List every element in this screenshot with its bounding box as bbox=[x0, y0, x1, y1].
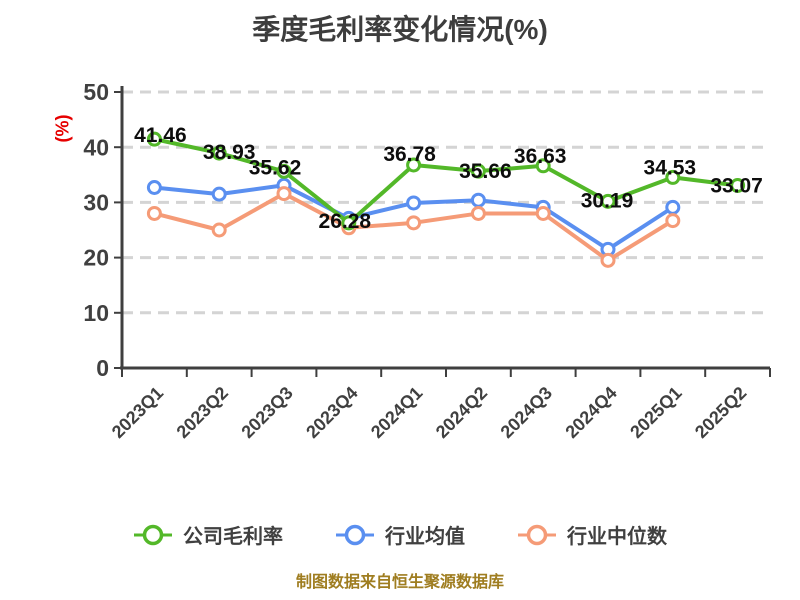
y-axis-tick-label: 30 bbox=[83, 189, 109, 215]
data-source-note: 制图数据来自恒生聚源数据库 bbox=[295, 574, 504, 591]
data-point-2023Q1[interactable] bbox=[146, 131, 162, 147]
legend-item-industry-mean[interactable]: 行业均值 bbox=[335, 520, 465, 549]
y-axis-tick-label: 50 bbox=[83, 79, 109, 105]
data-point-2025Q1[interactable] bbox=[665, 199, 681, 215]
chart-title: 季度毛利率变化情况(%) bbox=[252, 14, 548, 45]
y-axis-unit-label: (%) bbox=[52, 114, 73, 143]
data-point-2023Q2[interactable] bbox=[211, 222, 227, 238]
data-label: 35.66 bbox=[459, 160, 512, 183]
x-axis-tick-label: 2023Q4 bbox=[302, 383, 361, 442]
data-point-2023Q3[interactable] bbox=[276, 163, 292, 179]
data-point-2024Q3[interactable] bbox=[535, 158, 551, 174]
data-point-2024Q1[interactable] bbox=[406, 195, 422, 211]
x-axis-tick-label: 2024Q1 bbox=[367, 383, 426, 442]
legend-marker-orange-icon bbox=[518, 524, 556, 545]
data-point-2024Q4[interactable] bbox=[600, 193, 616, 209]
data-point-2024Q2[interactable] bbox=[470, 205, 486, 221]
data-label: 41.46 bbox=[134, 124, 187, 147]
data-point-2024Q3[interactable] bbox=[535, 205, 551, 221]
data-label: 33.07 bbox=[710, 174, 763, 197]
data-label: 36.63 bbox=[514, 145, 567, 168]
x-axis-tick-label: 2023Q2 bbox=[173, 383, 232, 442]
legend-label-industry-median: 行业中位数 bbox=[567, 526, 667, 548]
data-point-2024Q1[interactable] bbox=[406, 215, 422, 231]
data-point-2025Q1[interactable] bbox=[665, 213, 681, 229]
y-axis-tick-label: 40 bbox=[83, 134, 109, 160]
data-label: 36.78 bbox=[383, 143, 436, 166]
x-axis-tick-label: 2023Q1 bbox=[108, 383, 167, 442]
x-axis-tick-label: 2025Q1 bbox=[626, 383, 685, 442]
x-axis-tick-label: 2023Q3 bbox=[237, 383, 296, 442]
data-point-2024Q2[interactable] bbox=[470, 192, 486, 208]
x-axis-tick-label: 2024Q4 bbox=[561, 383, 620, 442]
series-line-公司毛利率 bbox=[152, 137, 740, 225]
legend-marker-blue-icon bbox=[336, 524, 374, 545]
data-label: 26.28 bbox=[319, 210, 372, 233]
legend: 公司毛利率 行业均值 行业中位数 bbox=[0, 520, 800, 549]
data-label: 38.93 bbox=[203, 141, 256, 164]
data-point-2023Q1[interactable] bbox=[146, 205, 162, 221]
data-point-2023Q1[interactable] bbox=[146, 179, 162, 195]
data-point-2023Q3[interactable] bbox=[276, 186, 292, 202]
legend-item-industry-median[interactable]: 行业中位数 bbox=[517, 520, 667, 549]
data-point-2024Q2[interactable] bbox=[470, 163, 486, 179]
data-point-2024Q4[interactable] bbox=[600, 252, 616, 268]
data-point-2023Q2[interactable] bbox=[211, 145, 227, 161]
y-axis-tick-label: 20 bbox=[83, 245, 109, 271]
data-label: 30.19 bbox=[581, 189, 634, 212]
x-axis-tick-label: 2024Q3 bbox=[497, 383, 556, 442]
legend-label-industry-mean: 行业均值 bbox=[385, 526, 465, 548]
legend-label-company-gross-margin: 公司毛利率 bbox=[183, 526, 283, 548]
data-point-2023Q4[interactable] bbox=[341, 215, 357, 231]
y-axis-tick-label: 10 bbox=[83, 300, 109, 326]
data-point-2025Q2[interactable] bbox=[730, 177, 746, 193]
x-axis-tick-label: 2024Q2 bbox=[432, 383, 491, 442]
legend-item-company-gross-margin[interactable]: 公司毛利率 bbox=[133, 520, 283, 549]
data-label: 34.53 bbox=[644, 156, 697, 179]
data-point-2023Q2[interactable] bbox=[211, 186, 227, 202]
data-point-2025Q1[interactable] bbox=[665, 169, 681, 185]
x-axis-tick-label: 2025Q2 bbox=[691, 383, 750, 442]
data-point-2024Q1[interactable] bbox=[406, 157, 422, 173]
legend-marker-green-icon bbox=[134, 524, 172, 545]
y-axis-tick-label: 0 bbox=[96, 355, 109, 381]
data-label: 35.62 bbox=[249, 156, 302, 179]
